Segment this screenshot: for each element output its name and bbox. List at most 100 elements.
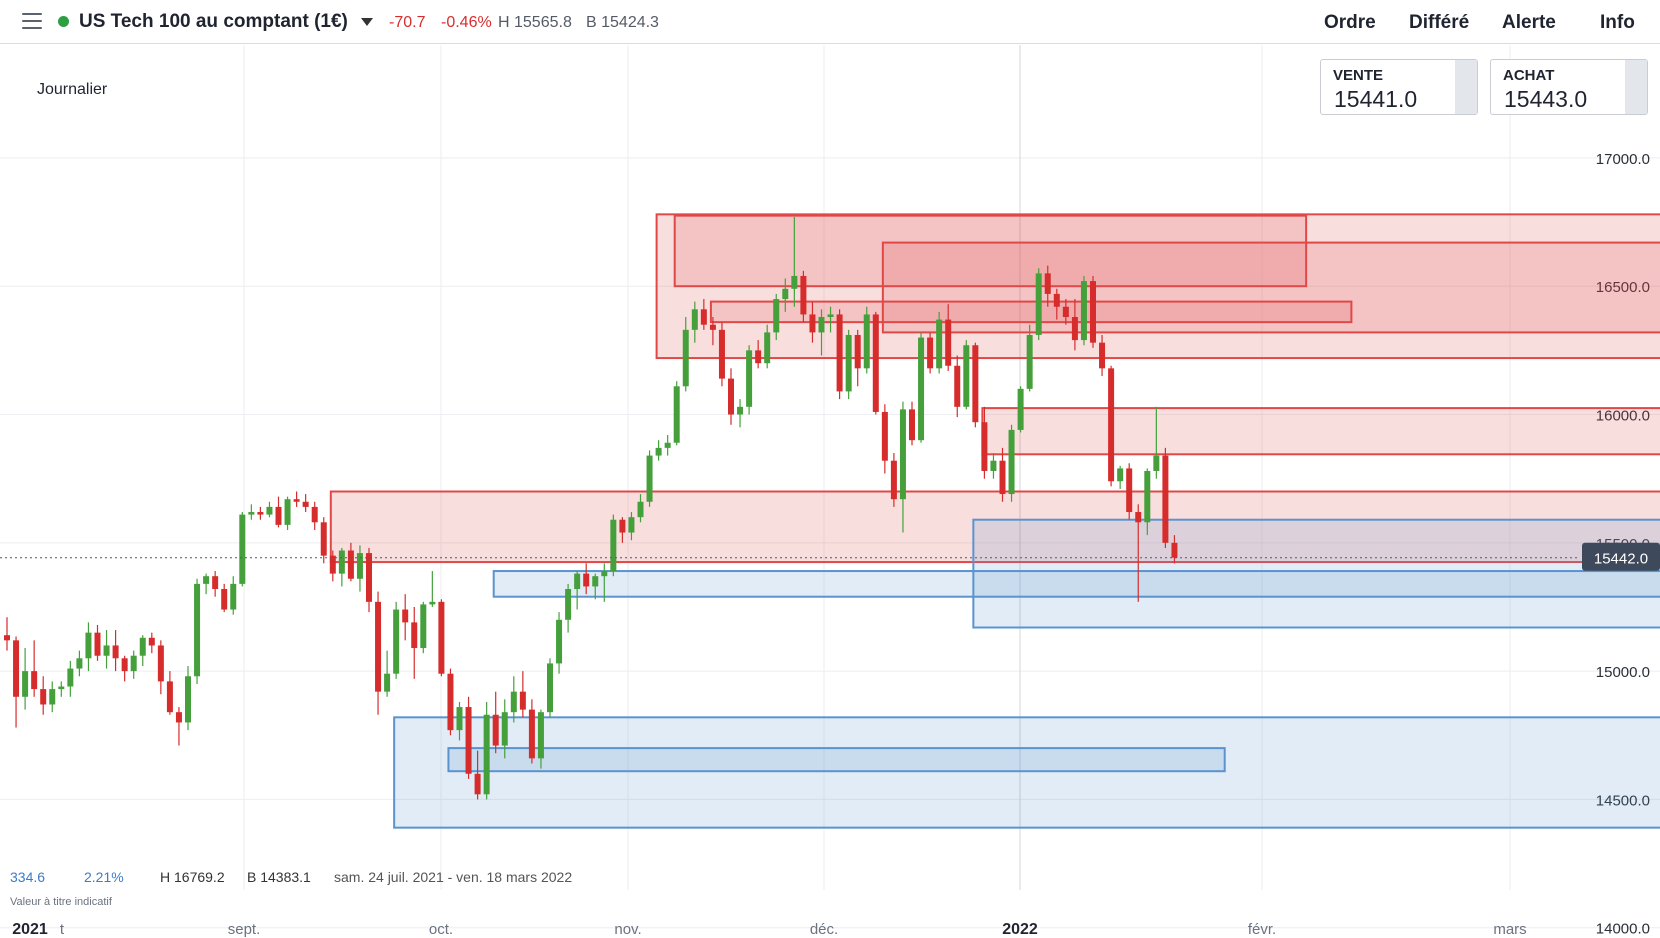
candle [764,332,771,364]
candle [212,576,219,590]
candle [148,637,155,646]
instrument-selector[interactable]: US Tech 100 au comptant (1€) [79,11,348,32]
candle [420,604,427,649]
candle [266,506,273,515]
top-toolbar: US Tech 100 au comptant (1€) -70.7 -0.46… [0,0,1660,44]
candle [338,550,345,574]
candle [203,576,210,584]
candle [438,601,445,674]
candle [22,671,29,697]
hamburger-menu-icon[interactable] [22,13,42,29]
candle [746,350,753,407]
candle [293,499,300,502]
candle [103,645,110,656]
candle [1062,306,1069,318]
buy-label: ACHAT [1503,67,1555,84]
price-chart-area[interactable]: 17000.016500.016000.015500.015000.014500… [0,45,1660,938]
candle [221,589,228,610]
candle [519,691,526,710]
candle [4,635,10,641]
candle [311,506,318,523]
supply-zone-box [881,241,1660,334]
x-axis-tick-label: sept. [228,921,261,938]
candle [483,714,490,795]
session-high: H 15565.8 [498,14,572,31]
range-high: H 16769.2 [160,869,225,885]
candle [601,571,608,577]
candle [447,673,454,731]
candle [166,681,173,713]
candle [67,668,74,687]
candle [800,275,807,315]
candle [474,773,481,795]
candle [1026,334,1033,389]
candle [1044,273,1051,294]
candle [718,329,725,379]
info-button[interactable]: Info [1600,12,1635,33]
candle [628,517,635,533]
candle [863,314,870,369]
candle [257,512,264,515]
candle [94,632,101,656]
candle [510,691,517,713]
order-button[interactable]: Ordre [1324,12,1376,33]
y-axis-tick-label: 17000.0 [1596,151,1650,168]
candle [537,712,544,759]
candle [76,658,83,669]
y-axis-tick-label: 14500.0 [1596,792,1650,809]
candle [728,378,734,415]
candle [384,673,391,692]
sell-price: 15441.0 [1334,86,1418,112]
candle [85,632,92,659]
range-percent: 2.21% [84,869,124,885]
candle [248,512,255,515]
date-range: sam. 24 juil. 2021 - ven. 18 mars 2022 [334,869,573,885]
sell-price-button[interactable]: VENTE 15441.0 [1320,59,1478,115]
supply-zone-box [981,407,1660,456]
x-axis-tick-label: oct. [429,921,453,938]
session-low: B 15424.3 [586,14,659,31]
timeframe-selector[interactable]: Journalier [37,81,108,98]
buy-price-button[interactable]: ACHAT 15443.0 [1490,59,1648,115]
candle [1153,455,1160,471]
candle [854,334,861,369]
candle [1162,455,1169,543]
alert-button[interactable]: Alerte [1502,12,1556,33]
buy-button-edge [1625,60,1647,114]
deferred-order-button[interactable]: Différé [1409,12,1470,33]
disclaimer: Valeur à titre indicatif [10,896,112,908]
buy-price: 15443.0 [1504,86,1588,112]
chevron-down-icon[interactable] [361,18,373,26]
price-change-percent: -0.46% [441,14,492,31]
candlestick-chart[interactable]: 17000.016500.016000.015500.015000.014500… [0,45,1660,938]
candle [700,309,707,325]
candle [782,288,789,300]
candle [547,663,553,713]
candle [31,671,38,690]
candle [827,314,834,318]
x-axis-tick-label: 2021 [12,921,48,938]
candle [284,499,291,525]
supply-zone-box [673,214,1308,288]
candle [121,658,128,672]
demand-zone-box [972,518,1660,629]
candle [157,645,164,682]
candle [1126,468,1133,513]
candle [881,411,888,461]
x-axis-tick-label: mars [1493,921,1526,938]
candle [809,314,816,333]
candle [954,365,961,407]
candle [737,406,744,415]
candle [194,583,201,677]
candle [664,442,671,448]
candle [592,576,599,587]
supply-zone-box [709,300,1353,324]
candle [791,275,798,289]
x-axis-tick-label: nov. [614,921,641,938]
candle [356,553,363,579]
candle [49,689,56,705]
candle [972,345,979,423]
demand-zone-box [447,747,1226,773]
candle [619,519,626,533]
candle [528,709,535,759]
